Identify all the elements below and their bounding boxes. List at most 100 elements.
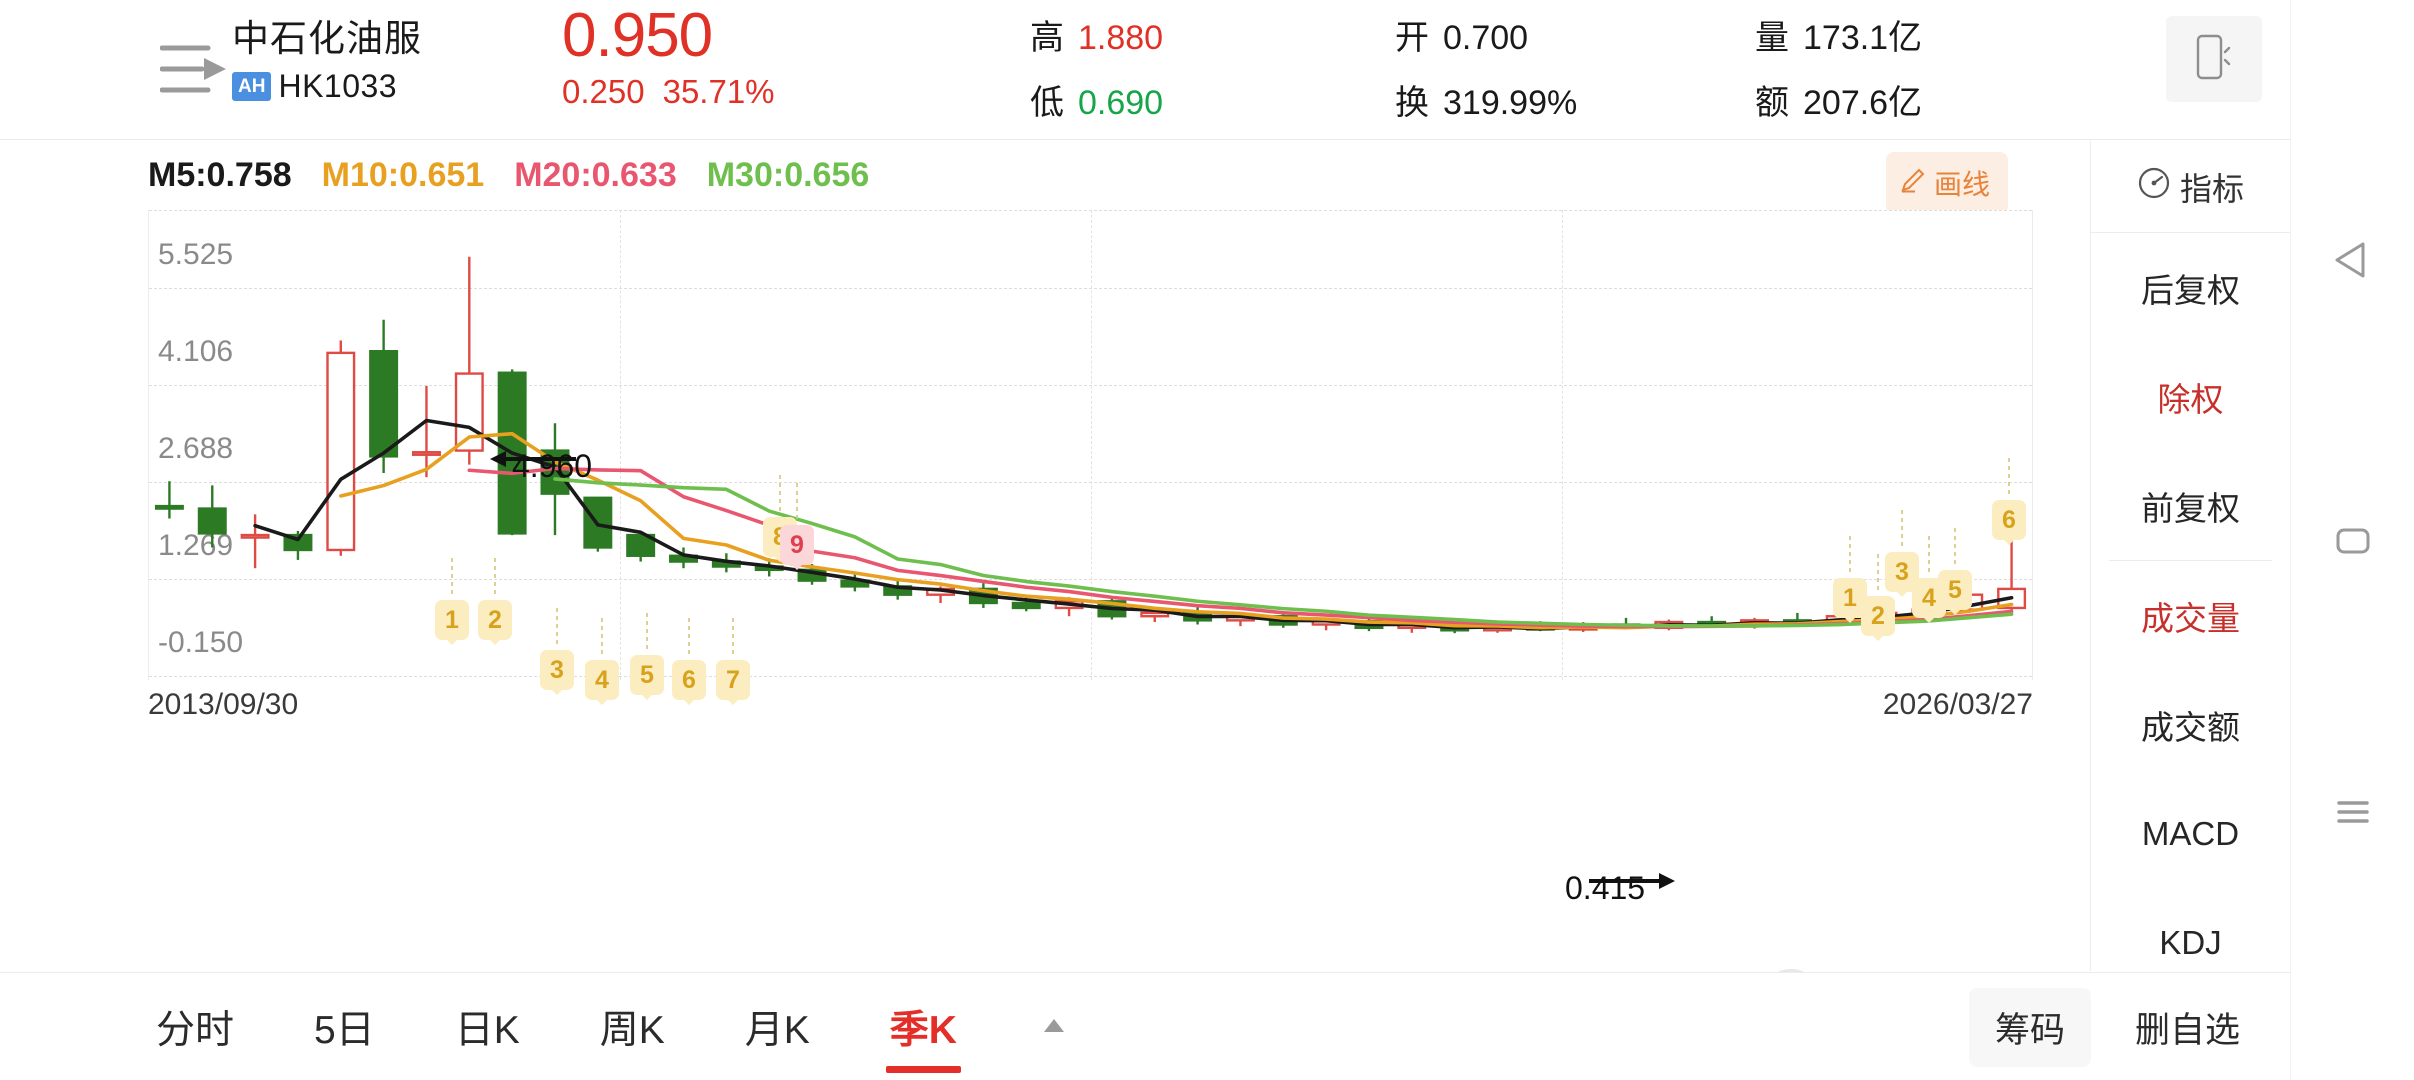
x-axis-start-date: 2013/09/30: [148, 688, 299, 721]
triangle-back-icon[interactable]: [2331, 238, 2375, 287]
chart-marker-5[interactable]: 5: [630, 655, 664, 695]
volume-row: 量 173.1亿: [1755, 10, 1922, 59]
low-annotation: 0.415: [1565, 870, 1675, 907]
sidebar-item-volume[interactable]: 成交量: [2141, 599, 2240, 637]
indicator-sidebar[interactable]: 指标 后复权 除权 前复权 成交量 成交额 MACD KDJ: [2090, 141, 2290, 971]
android-nav-bar: [2290, 0, 2414, 1080]
gridline: [620, 210, 621, 680]
chart-marker-2[interactable]: 2: [478, 600, 512, 640]
low-annotation-value: 0.415: [1565, 870, 1646, 906]
chart-marker-1[interactable]: 1: [435, 600, 469, 640]
collapse-arrow-icon[interactable]: [159, 38, 230, 100]
price-block: 0.950 0.250 35.71%: [562, 4, 862, 111]
sidebar-item-kdj[interactable]: KDJ: [2159, 923, 2222, 961]
bottom-actions[interactable]: 筹码 删自选: [1968, 973, 2266, 1080]
ma20-legend: M20:0.633: [514, 155, 677, 194]
high-value: 1.880: [1078, 19, 1164, 57]
gridline: [149, 385, 2032, 386]
sidebar-item-amount[interactable]: 成交额: [2141, 708, 2240, 746]
pencil-icon: [1900, 167, 1926, 200]
caret-up-icon[interactable]: [1039, 1010, 1069, 1045]
chips-button[interactable]: 筹码: [1968, 987, 2091, 1067]
tab-5day[interactable]: 5日: [314, 1009, 375, 1052]
timeframe-tabs[interactable]: 分时 5日 日K 周K 月K 季K: [150, 973, 1069, 1080]
mobile-device-icon: [2196, 34, 2232, 85]
high-annotation-value: 4.960: [512, 448, 593, 484]
stock-code-row: AH HK1033: [232, 68, 482, 105]
chart-marker-7[interactable]: 7: [716, 660, 750, 700]
stock-identity[interactable]: 中石化油服 AH HK1033: [232, 16, 482, 105]
amount-row: 额 207.6亿: [1755, 75, 1922, 124]
chart-area[interactable]: 5.525 4.106 2.688 1.269 -0.150 4.960 0.4…: [0, 210, 2060, 1080]
change-percent: 35.71%: [662, 73, 775, 111]
sidebar-item-macd[interactable]: MACD: [2141, 814, 2240, 852]
amount-value: 207.6亿: [1803, 84, 1923, 122]
open-row: 开 0.700: [1395, 10, 1577, 59]
chart-marker-5[interactable]: 5: [1938, 570, 1972, 610]
open-value: 0.700: [1443, 19, 1529, 57]
square-home-icon[interactable]: [2331, 518, 2375, 567]
stock-code: HK1033: [278, 68, 398, 105]
stock-name: 中石化油服: [232, 18, 422, 59]
bottom-tab-bar[interactable]: 分时 5日 日K 周K 月K 季K 筹码 删自选: [0, 972, 2290, 1080]
sidebar-item-houfuquan[interactable]: 后复权: [2141, 271, 2240, 309]
chart-marker-4[interactable]: 4: [585, 660, 619, 700]
lines-recent-icon[interactable]: [2331, 790, 2375, 839]
gauge-icon: [2137, 166, 2171, 208]
high-low-block: 高 1.880 低 0.690: [1030, 10, 1163, 124]
y-axis-tick: 4.106: [158, 335, 234, 368]
turnover-rate-label: 换: [1395, 84, 1429, 122]
change-amount: 0.250: [562, 73, 645, 111]
gridline: [149, 676, 2032, 677]
indicator-button[interactable]: 指标: [2091, 141, 2290, 233]
candlestick-plot: [154, 256, 2027, 654]
open-turnover-block: 开 0.700 换 319.99%: [1395, 10, 1577, 124]
gridline: [149, 482, 2032, 483]
sidebar-item-chuquan[interactable]: 除权: [2157, 380, 2224, 418]
change-row: 0.250 35.71%: [562, 73, 862, 111]
y-axis-tick: -0.150: [158, 626, 244, 659]
mobile-device-button[interactable]: [2166, 16, 2262, 102]
tab-dayk[interactable]: 日K: [454, 1009, 520, 1052]
tab-weekk[interactable]: 周K: [599, 1009, 665, 1052]
sidebar-item-qianfuquan[interactable]: 前复权: [2141, 489, 2240, 527]
sidebar-divider: [2109, 560, 2272, 561]
open-label: 开: [1395, 19, 1429, 57]
chart-marker-6[interactable]: 6: [1992, 500, 2026, 540]
gridline: [1091, 210, 1092, 680]
gridline: [1562, 210, 1563, 680]
ah-badge: AH: [232, 72, 272, 102]
low-label: 低: [1030, 84, 1064, 122]
y-axis-tick: 5.525: [158, 238, 234, 271]
gridline: [149, 288, 2032, 289]
turnover-rate-row: 换 319.99%: [1395, 75, 1577, 124]
gridline: [149, 579, 2032, 580]
chart-marker-3[interactable]: 3: [540, 650, 574, 690]
low-row: 低 0.690: [1030, 75, 1163, 124]
last-price: 0.950: [562, 1, 713, 70]
low-value: 0.690: [1078, 84, 1164, 122]
tab-fenshi[interactable]: 分时: [156, 1009, 235, 1052]
amount-label: 额: [1755, 84, 1789, 122]
remove-watchlist-button[interactable]: 删自选: [2134, 1010, 2240, 1050]
ma30-legend: M30:0.656: [706, 155, 870, 194]
ma5-legend: M5:0.758: [148, 155, 292, 194]
price-chart-panel[interactable]: [148, 210, 2033, 680]
high-label: 高: [1030, 19, 1064, 57]
volume-amount-block: 量 173.1亿 额 207.6亿: [1755, 10, 1922, 124]
indicator-label: 指标: [2179, 170, 2244, 207]
chart-marker-2[interactable]: 2: [1861, 596, 1895, 636]
draw-line-label: 画线: [1934, 169, 1991, 200]
gridline: [149, 210, 2032, 211]
tab-quarterk[interactable]: 季K: [884, 973, 963, 1080]
quote-header: 中石化油服 AH HK1033 0.950 0.250 35.71% 高 1.8…: [0, 0, 2290, 140]
chart-marker-1[interactable]: 1: [1833, 578, 1867, 618]
draw-line-button[interactable]: 画线: [1886, 152, 2009, 214]
tab-monthk[interactable]: 月K: [744, 1009, 810, 1052]
y-axis-tick: 2.688: [158, 432, 234, 465]
chart-marker-9[interactable]: 9: [780, 525, 814, 565]
high-annotation: 4.960: [490, 448, 592, 485]
ma10-legend: M10:0.651: [321, 155, 485, 194]
ma-legend-row: M5:0.758 M10:0.651 M20:0.633 M30:0.656: [0, 141, 2090, 209]
chart-marker-6[interactable]: 6: [672, 660, 706, 700]
